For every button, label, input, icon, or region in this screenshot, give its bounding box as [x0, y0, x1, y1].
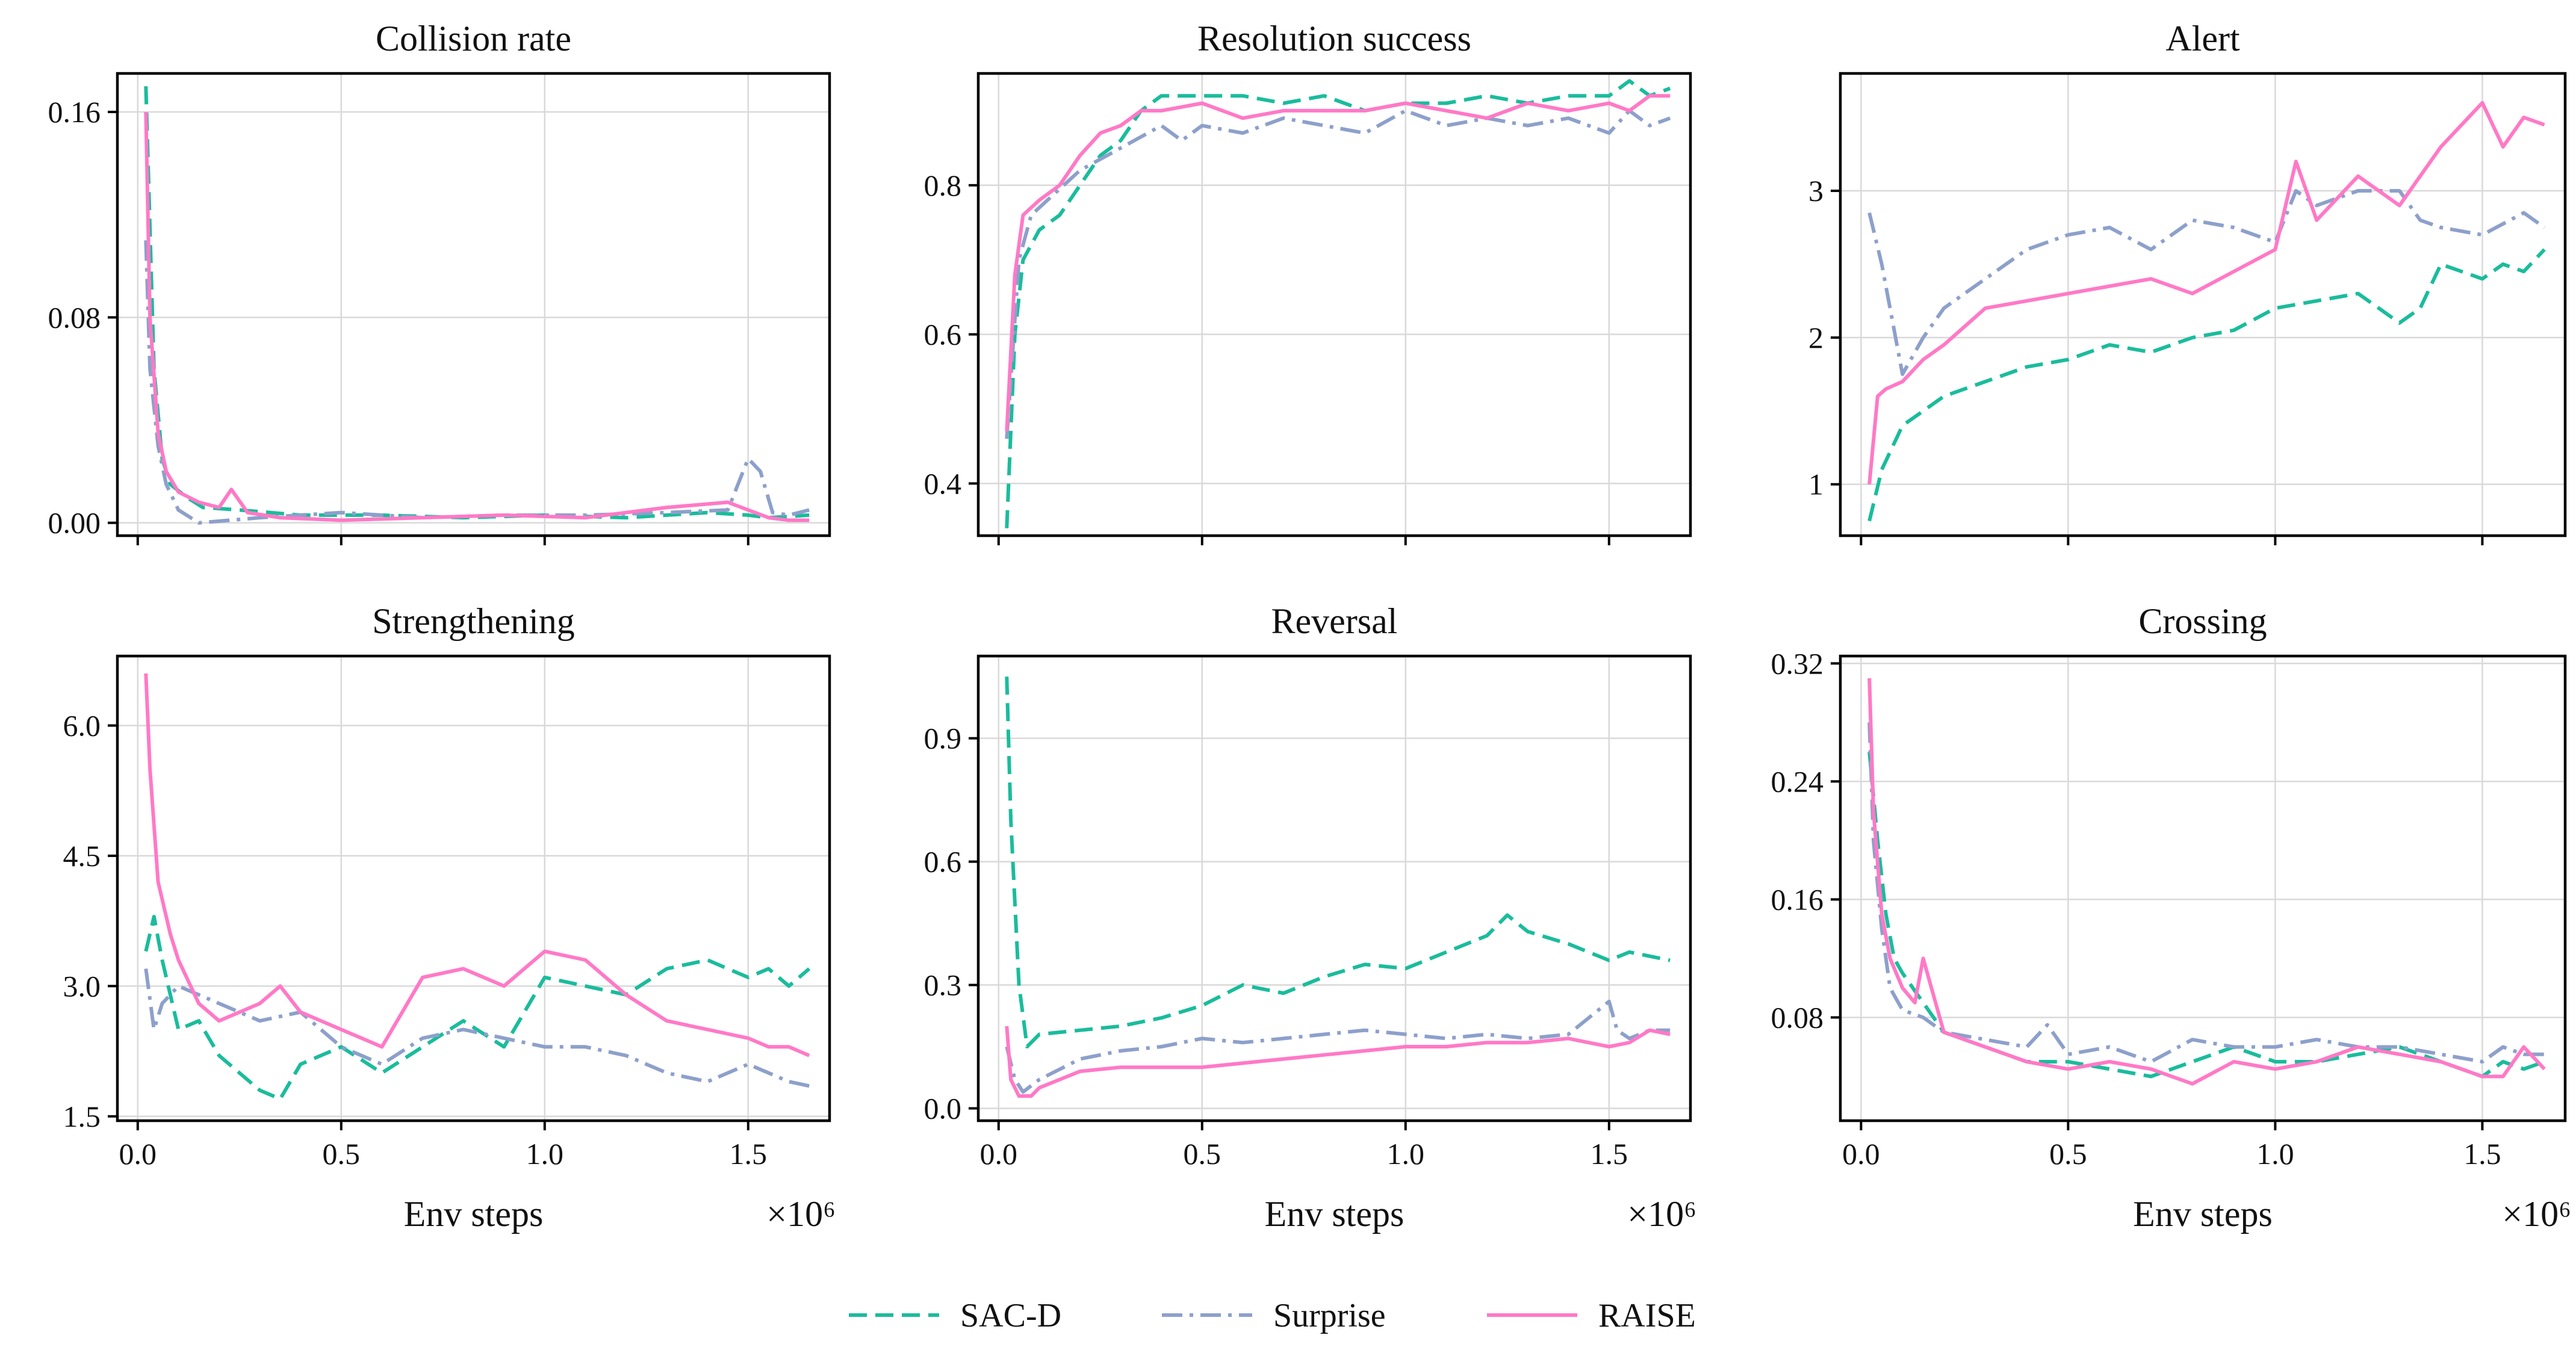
series-line-raise	[1005, 1026, 1671, 1098]
plot-frame	[1839, 654, 2567, 1122]
x-axis-multiplier: ×10⁶	[1627, 1194, 1696, 1234]
x-axis-label: Env steps	[1265, 1194, 1404, 1234]
y-tick-label: 0.8	[924, 169, 962, 202]
series-line-sac-d	[1867, 752, 2545, 1079]
y-tick-label: 0.3	[924, 968, 962, 1002]
x-tick-label: 0.5	[2049, 1137, 2087, 1171]
x-tick-label: 1.5	[1591, 1137, 1628, 1171]
y-tick-label: 0.6	[924, 318, 962, 351]
series-line-sac-d	[1867, 248, 2546, 522]
series-line-sac-d	[1005, 677, 1671, 1048]
plot-frame	[116, 72, 831, 537]
panel-strengthening: 0.0 0.5 1.0 1.5 1.5 3.0 4.5 6.0 Strengthening Env…	[63, 601, 836, 1234]
chart-title: Alert	[2165, 19, 2240, 58]
chart-title: Reversal	[1271, 601, 1398, 641]
y-tick-label: 0.00	[48, 506, 101, 540]
legend: SAC-D Surprise RAISE	[849, 1297, 1696, 1334]
x-axis-multiplier: ×10⁶	[766, 1194, 836, 1234]
series-line-surprise	[144, 968, 810, 1088]
chart-title: Strengthening	[372, 601, 575, 641]
x-tick-label: 0.0	[1842, 1137, 1880, 1171]
x-tick-label: 0.0	[980, 1137, 1018, 1171]
series-line-sac-d	[144, 86, 810, 520]
y-tick-label: 1.5	[63, 1100, 101, 1133]
plot-frame	[976, 72, 1692, 537]
x-tick-label: 1.0	[526, 1137, 564, 1171]
series-line-surprise	[1005, 108, 1671, 439]
panel-reversal: 0.0 0.5 1.0 1.5 0.0 0.3 0.6 0.9 Reversal Env step…	[924, 601, 1697, 1234]
panel-alert: 1 2 3 Alert	[1808, 19, 2567, 545]
y-tick-label: 4.5	[63, 839, 101, 873]
y-tick-label: 0.32	[1771, 646, 1824, 680]
panel-collision-rate: 0.00 0.08 0.16 Collision rate	[48, 19, 831, 545]
y-tick-label: 0.0	[924, 1092, 962, 1126]
x-axis-multiplier: ×10⁶	[2502, 1194, 2571, 1234]
plot-frame	[1839, 72, 2567, 537]
y-tick-label: 3.0	[63, 969, 101, 1003]
y-tick-label: 2	[1808, 321, 1823, 355]
series-line-surprise	[1005, 999, 1671, 1094]
x-axis-label: Env steps	[404, 1194, 544, 1234]
chart-title: Resolution success	[1197, 19, 1471, 58]
y-tick-label: 0.6	[924, 845, 962, 879]
legend-label-sac-d: SAC-D	[960, 1297, 1061, 1334]
series-line-raise	[144, 673, 810, 1057]
y-tick-label: 3	[1808, 174, 1823, 208]
x-tick-label: 0.5	[1184, 1137, 1221, 1171]
y-tick-label: 0.24	[1771, 764, 1824, 798]
series-line-raise	[1005, 94, 1671, 432]
y-tick-label: 0.08	[48, 300, 101, 334]
series-line-surprise	[1867, 189, 2546, 376]
panel-crossing: 0.0 0.5 1.0 1.5 0.08 0.16 0.24 0.32 Crossing Env …	[1771, 601, 2572, 1234]
y-tick-label: 6.0	[63, 708, 101, 742]
panel-resolution-success: 0.4 0.6 0.8 Resolution success	[924, 19, 1692, 545]
x-tick-label: 0.0	[119, 1137, 157, 1171]
y-tick-label: 0.08	[1771, 1000, 1824, 1034]
x-tick-label: 1.0	[1387, 1137, 1425, 1171]
series-line-raise	[1867, 678, 2546, 1086]
series-line-raise	[1867, 101, 2545, 485]
x-axis-label: Env steps	[2133, 1194, 2273, 1234]
plot-frame	[116, 654, 831, 1122]
series-line-sac-d	[1005, 79, 1671, 528]
legend-label-raise: RAISE	[1598, 1297, 1696, 1334]
y-tick-label: 0.9	[924, 722, 962, 755]
chart-title: Crossing	[2138, 601, 2267, 641]
series-line-surprise	[144, 240, 810, 525]
chart-title: Collision rate	[376, 19, 571, 58]
x-tick-label: 1.0	[2256, 1137, 2294, 1171]
y-tick-label: 0.4	[924, 466, 962, 500]
x-tick-label: 1.5	[2463, 1137, 2501, 1171]
series-line-surprise	[1867, 722, 2545, 1064]
y-tick-label: 1	[1808, 468, 1823, 501]
y-tick-label: 0.16	[1771, 882, 1824, 916]
series-line-raise	[144, 111, 810, 522]
series-line-sac-d	[144, 914, 811, 1101]
x-tick-label: 0.5	[323, 1137, 361, 1171]
plot-frame	[976, 654, 1692, 1122]
legend-label-surprise: Surprise	[1273, 1297, 1386, 1334]
x-tick-label: 1.5	[730, 1137, 768, 1171]
y-tick-label: 0.16	[48, 95, 101, 129]
